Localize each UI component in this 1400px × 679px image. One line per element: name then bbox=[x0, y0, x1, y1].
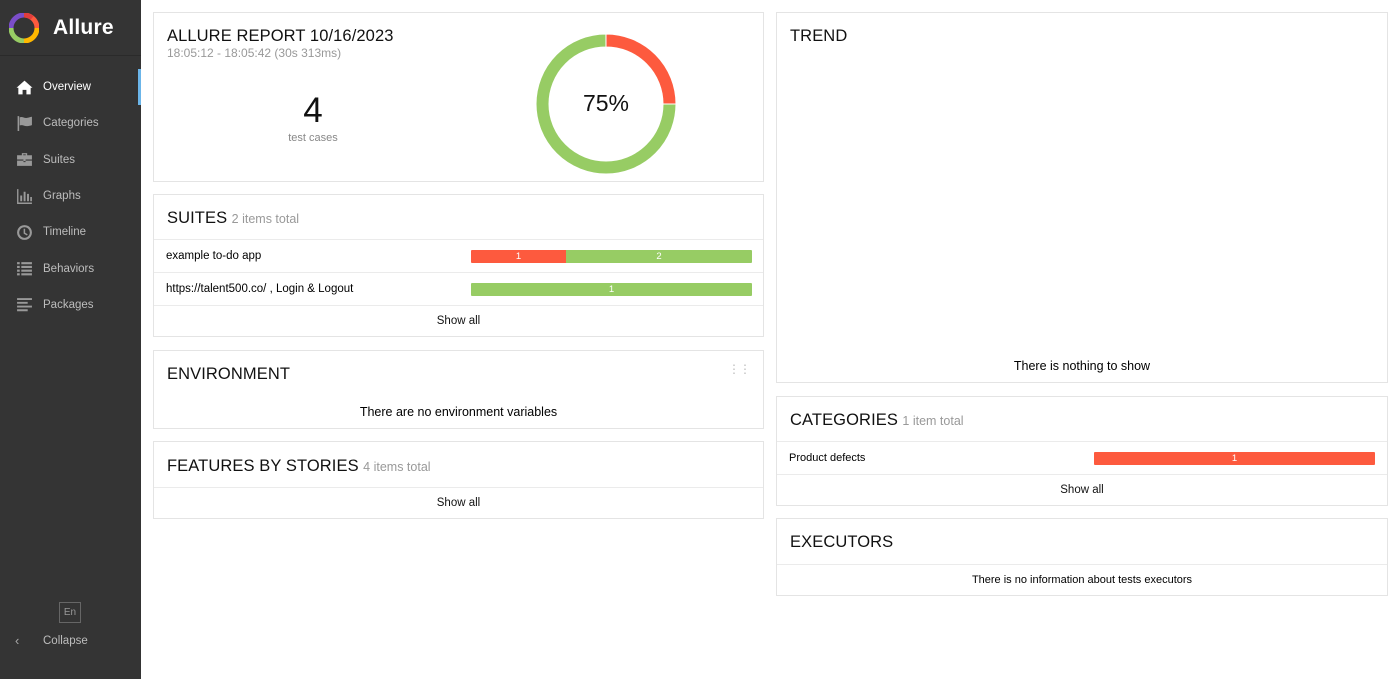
align-left-icon bbox=[15, 296, 33, 314]
sidebar-item-label: Categories bbox=[43, 117, 99, 130]
features-widget: FEATURES BY STORIES 4 items total Show a… bbox=[153, 441, 764, 519]
donut-failed-segment bbox=[605, 33, 677, 105]
categories-show-all-button[interactable]: Show all bbox=[777, 474, 1387, 505]
suite-name: example to-do app bbox=[166, 250, 262, 262]
trend-widget: TREND There is nothing to show bbox=[776, 12, 1388, 383]
donut-passed-segment bbox=[535, 33, 677, 175]
sidebar-item-behaviors[interactable]: Behaviors bbox=[0, 250, 141, 286]
suite-status-bar: 1 bbox=[471, 283, 752, 296]
suite-name: https://talent500.co/ , Login & Logout bbox=[166, 283, 354, 295]
report-title: ALLURE REPORT 10/16/2023 bbox=[167, 27, 394, 45]
failed-segment: 1 bbox=[1094, 452, 1375, 465]
trend-title: TREND bbox=[790, 27, 848, 45]
features-title: FEATURES BY STORIES bbox=[167, 457, 359, 475]
brand-name: Allure bbox=[53, 15, 114, 39]
executors-empty-message: There is no information about tests exec… bbox=[777, 564, 1387, 595]
brand[interactable]: Allure bbox=[0, 0, 141, 56]
executors-title: EXECUTORS bbox=[790, 533, 894, 551]
success-percent: 75% bbox=[582, 90, 630, 116]
briefcase-icon bbox=[15, 151, 33, 169]
suite-row[interactable]: https://talent500.co/ , Login & Logout 1 bbox=[154, 272, 763, 305]
flag-icon bbox=[15, 114, 33, 132]
categories-widget: CATEGORIES 1 item total Product defects … bbox=[776, 396, 1388, 506]
success-donut-chart bbox=[535, 33, 677, 175]
sidebar-item-label: Timeline bbox=[43, 226, 87, 239]
sidebar-item-categories[interactable]: Categories bbox=[0, 105, 141, 141]
suites-show-all-button[interactable]: Show all bbox=[154, 305, 763, 336]
sidebar-item-label: Behaviors bbox=[43, 262, 95, 275]
drag-handle-icon[interactable]: ⋮⋮ bbox=[728, 362, 751, 376]
sidebar-item-label: Packages bbox=[43, 298, 94, 311]
chevron-left-icon: ‹ bbox=[15, 633, 20, 648]
sidebar: Allure Overview Categories Suites Graphs bbox=[0, 0, 141, 679]
environment-title: ENVIRONMENT bbox=[167, 365, 291, 383]
sidebar-item-suites[interactable]: Suites bbox=[0, 142, 141, 178]
failed-segment: 1 bbox=[471, 250, 566, 263]
clock-icon bbox=[15, 223, 33, 241]
home-icon bbox=[15, 78, 33, 96]
report-time: 18:05:12 - 18:05:42 (30s 313ms) bbox=[167, 46, 342, 60]
suites-widget: SUITES 2 items total example to-do app 1… bbox=[153, 194, 764, 337]
list-icon bbox=[15, 260, 33, 278]
suites-title: SUITES bbox=[167, 209, 228, 227]
summary-widget: ALLURE REPORT 10/16/2023 18:05:12 - 18:0… bbox=[153, 12, 764, 182]
test-case-label: test cases bbox=[288, 132, 338, 144]
allure-logo-icon bbox=[9, 12, 39, 43]
passed-segment: 2 bbox=[566, 250, 752, 263]
passed-segment: 1 bbox=[471, 283, 752, 296]
categories-title: CATEGORIES bbox=[790, 411, 898, 429]
collapse-button[interactable]: ‹ Collapse bbox=[15, 633, 88, 648]
collapse-label: Collapse bbox=[43, 634, 88, 647]
sidebar-item-label: Suites bbox=[43, 153, 75, 166]
category-status-bar: 1 bbox=[1094, 452, 1375, 465]
trend-empty-message: There is nothing to show bbox=[1013, 359, 1151, 373]
sidebar-item-label: Overview bbox=[43, 81, 91, 94]
categories-subtitle: 1 item total bbox=[902, 414, 964, 428]
suite-status-bar: 1 2 bbox=[471, 250, 752, 263]
environment-widget: ENVIRONMENT ⋮⋮ There are no environment … bbox=[153, 350, 764, 429]
sidebar-item-label: Graphs bbox=[43, 190, 81, 203]
sidebar-nav: Overview Categories Suites Graphs Timeli… bbox=[0, 69, 141, 323]
suites-header: SUITES 2 items total bbox=[167, 209, 299, 228]
environment-empty-message: There are no environment variables bbox=[359, 405, 558, 419]
sidebar-item-graphs[interactable]: Graphs bbox=[0, 178, 141, 214]
language-switch[interactable]: En bbox=[59, 602, 81, 623]
suite-row[interactable]: example to-do app 1 2 bbox=[154, 239, 763, 272]
features-header: FEATURES BY STORIES 4 items total bbox=[167, 457, 431, 476]
category-name: Product defects bbox=[789, 452, 866, 464]
features-show-all-button[interactable]: Show all bbox=[154, 487, 763, 518]
features-subtitle: 4 items total bbox=[363, 460, 431, 474]
sidebar-item-overview[interactable]: Overview bbox=[0, 69, 141, 106]
categories-header: CATEGORIES 1 item total bbox=[790, 411, 964, 430]
suites-subtitle: 2 items total bbox=[231, 212, 300, 226]
sidebar-item-packages[interactable]: Packages bbox=[0, 287, 141, 323]
test-case-count: 4 bbox=[303, 91, 323, 130]
bar-chart-icon bbox=[15, 187, 33, 205]
category-row[interactable]: Product defects 1 bbox=[777, 441, 1387, 474]
executors-widget: EXECUTORS There is no information about … bbox=[776, 518, 1388, 596]
sidebar-item-timeline[interactable]: Timeline bbox=[0, 214, 141, 250]
